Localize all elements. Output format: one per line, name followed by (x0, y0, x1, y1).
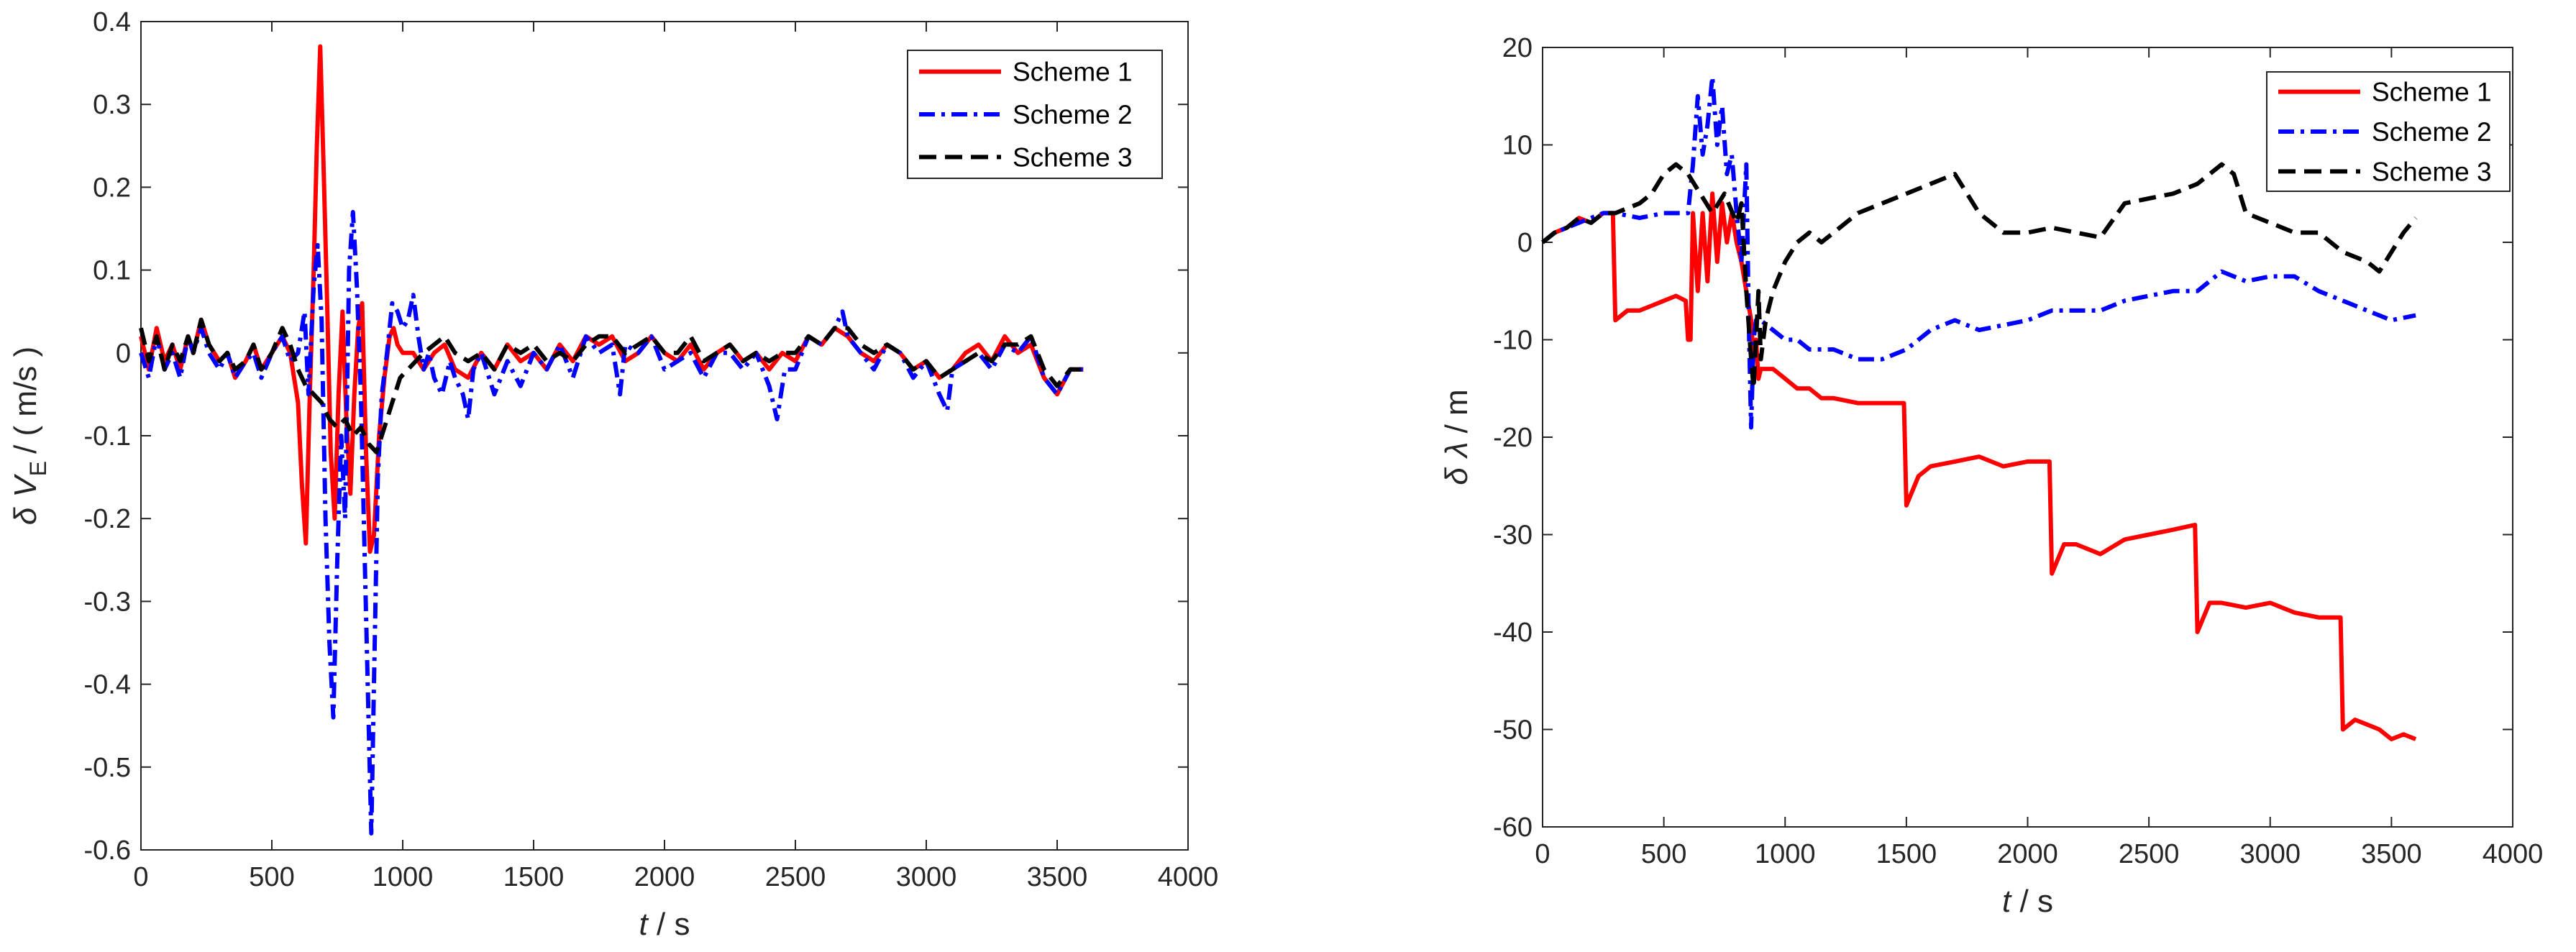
x-tick-label: 2500 (765, 862, 826, 892)
x-axis-label: t / s (2002, 884, 2053, 919)
x-tick-label: 2000 (634, 862, 695, 892)
y-tick-label: -0.1 (84, 421, 131, 452)
x-tick-label: 4000 (2483, 839, 2544, 869)
y-axis-unit: / m (1439, 389, 1474, 433)
y-tick-label: -30 (1493, 521, 1533, 551)
y-tick-label: -0.5 (84, 753, 131, 783)
legend-label-2: Scheme 2 (1013, 100, 1133, 129)
y-axis-delta: δ (1439, 467, 1474, 485)
y-tick-label: -50 (1493, 715, 1533, 746)
x-tick-label: 500 (249, 862, 294, 892)
y-tick-label: 0 (1517, 228, 1533, 258)
y-tick-label: 0.1 (93, 256, 131, 286)
x-tick-label: 3000 (896, 862, 957, 892)
x-axis-label: t / s (639, 907, 690, 942)
x-tick-label: 3000 (2239, 839, 2301, 869)
x-tick-label: 3500 (2361, 839, 2422, 869)
y-tick-label: 0 (116, 339, 131, 369)
y-tick-label: -10 (1493, 326, 1533, 356)
x-tick-label: 4000 (1158, 862, 1219, 892)
legend-label-3: Scheme 3 (2372, 157, 2492, 186)
x-tick-label: 0 (133, 862, 148, 892)
x-tick-label: 1500 (503, 862, 565, 892)
legend-label-3: Scheme 3 (1013, 142, 1133, 172)
series-line-1 (1541, 191, 2417, 741)
y-tick-label: -0.6 (84, 836, 131, 866)
x-tick-label: 2500 (2119, 839, 2180, 869)
chart-left-velocity-error: 0 500 1000 1500 2000 2500 3000 3500 4000 -0.6 -0.5… (8, 7, 1218, 942)
x-axis-unit: / s (648, 907, 690, 942)
y-tick-label: -20 (1493, 423, 1533, 453)
y-tick-label: -60 (1493, 813, 1533, 843)
x-tick-label: 500 (1641, 839, 1686, 869)
y-axis-label: δλ / m (1439, 389, 1474, 485)
y-tick-label: 20 (1502, 33, 1533, 63)
chart-right-longitude-error: 0 500 1000 1500 2000 2500 3000 3500 4000 -60 -50 -4… (1439, 33, 2543, 919)
x-tick-label: 1000 (1755, 839, 1816, 869)
x-tick-label: 2000 (1997, 839, 2058, 869)
y-tick-label: -40 (1493, 618, 1533, 648)
y-tick-label: 10 (1502, 131, 1533, 161)
legend-label-2: Scheme 2 (2372, 117, 2492, 147)
x-tick-label: 1000 (373, 862, 434, 892)
y-tick-label: 0.2 (93, 173, 131, 203)
y-axis-var: V (8, 474, 43, 498)
y-axis-var: λ (1439, 442, 1474, 459)
y-axis-unit: / ( m/s ) (8, 347, 43, 454)
y-tick-label: 0.4 (93, 7, 131, 37)
legend-label-1: Scheme 1 (1013, 58, 1133, 87)
series-line-3 (139, 317, 1084, 454)
series-line-3 (1541, 162, 2418, 391)
y-axis-delta: δ (8, 507, 43, 525)
x-axis-var: t (2002, 884, 2012, 919)
x-axis-var: t (639, 907, 649, 942)
x-tick-label: 0 (1535, 839, 1550, 869)
y-axis-subscript: E (25, 461, 51, 476)
y-tick-label: -0.4 (84, 670, 131, 700)
y-tick-label: -0.2 (84, 504, 131, 534)
series-line-2 (139, 210, 1084, 836)
x-tick-label: 3500 (1027, 862, 1088, 892)
series-line-2 (1541, 74, 2416, 430)
x-tick-label: 1500 (1876, 839, 1937, 869)
y-tick-label: 0.3 (93, 90, 131, 120)
legend-label-1: Scheme 1 (2372, 78, 2492, 107)
y-axis-label: δVE / ( m/s ) (8, 347, 51, 525)
x-axis-unit: / s (2011, 884, 2053, 919)
y-tick-label: -0.3 (84, 587, 131, 617)
